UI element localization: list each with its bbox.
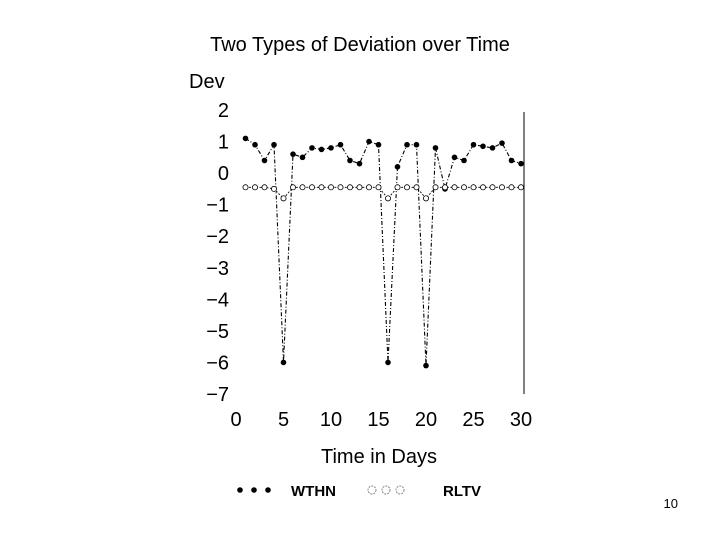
x-tick-label: 25 xyxy=(462,409,484,431)
series-layer xyxy=(242,135,525,369)
data-point-wthn xyxy=(280,359,287,366)
data-point-wthn xyxy=(461,157,467,164)
data-point-wthn xyxy=(299,154,306,161)
data-point-wthn xyxy=(309,145,315,151)
data-point-wthn xyxy=(261,157,268,164)
data-point-rltv xyxy=(518,184,525,191)
data-point-rltv xyxy=(308,184,315,191)
y-tick-label: −7 xyxy=(206,384,229,406)
data-point-wthn xyxy=(337,141,344,148)
data-point-wthn xyxy=(470,141,477,148)
x-tick-label: 5 xyxy=(278,409,289,431)
y-tick-label: 0 xyxy=(218,163,229,185)
y-tick-label: −6 xyxy=(206,352,229,374)
legend-label: WTHN xyxy=(291,483,336,500)
x-tick-labels: 0 5 10 15 20 25 30 xyxy=(230,409,532,431)
data-point-wthn xyxy=(356,160,363,167)
data-point-wthn xyxy=(252,141,258,148)
x-axis-label: Time in Days xyxy=(321,446,437,468)
legend: WTHN RLTV xyxy=(237,483,481,500)
data-point-wthn xyxy=(451,154,458,161)
data-point-rltv xyxy=(327,184,334,191)
data-point-rltv xyxy=(261,184,268,191)
y-tick-label: −2 xyxy=(206,226,229,248)
legend-marker xyxy=(381,485,391,495)
data-point-wthn xyxy=(271,141,277,148)
data-point-wthn xyxy=(499,140,505,146)
x-tick-label: 15 xyxy=(367,409,389,431)
x-tick-label: 20 xyxy=(415,409,437,431)
data-point-wthn xyxy=(489,145,496,151)
data-point-rltv xyxy=(432,184,439,191)
data-point-wthn xyxy=(518,160,524,167)
data-point-rltv xyxy=(394,184,401,191)
data-point-wthn xyxy=(432,145,439,151)
data-point-wthn xyxy=(480,143,486,150)
data-point-rltv xyxy=(356,184,363,191)
data-point-wthn xyxy=(318,146,325,153)
data-point-rltv xyxy=(337,184,344,191)
data-point-rltv xyxy=(508,184,515,191)
y-tick-label: 1 xyxy=(218,132,229,154)
data-point-rltv xyxy=(489,184,496,191)
data-point-rltv xyxy=(289,184,296,191)
data-point-rltv xyxy=(375,184,382,191)
data-point-rltv xyxy=(441,184,448,191)
series-line-rltv xyxy=(245,186,521,200)
data-point-wthn xyxy=(508,157,515,164)
legend-marker xyxy=(367,485,377,495)
y-tick-labels: 2 1 0 −1 −2 −3 −4 −5 −6 −7 xyxy=(206,100,229,406)
y-tick-label: −3 xyxy=(206,258,229,280)
data-point-rltv xyxy=(318,184,325,191)
x-tick-label: 0 xyxy=(230,409,241,431)
data-point-rltv xyxy=(460,184,467,191)
data-point-rltv xyxy=(498,184,505,191)
data-point-rltv xyxy=(451,184,458,191)
data-point-rltv xyxy=(270,185,277,192)
data-point-rltv xyxy=(280,195,287,202)
data-point-wthn xyxy=(242,135,249,142)
y-axis-label: Dev xyxy=(189,71,225,93)
y-tick-label: 2 xyxy=(218,100,229,122)
y-tick-label: −5 xyxy=(206,321,229,343)
legend-label: RLTV xyxy=(443,483,481,500)
data-point-wthn xyxy=(423,362,429,369)
data-point-rltv xyxy=(365,184,372,191)
data-point-rltv xyxy=(413,184,420,191)
y-tick-label: −4 xyxy=(206,289,229,311)
x-tick-label: 30 xyxy=(510,409,532,431)
data-point-wthn xyxy=(404,141,410,148)
data-point-rltv xyxy=(299,184,306,191)
y-tick-label: −1 xyxy=(206,195,229,217)
data-point-wthn xyxy=(385,359,391,366)
data-point-rltv xyxy=(422,195,429,202)
legend-marker xyxy=(237,487,243,493)
legend-marker xyxy=(265,487,271,493)
data-point-wthn xyxy=(394,164,401,170)
data-point-rltv xyxy=(346,184,353,191)
legend-marker xyxy=(251,487,257,493)
data-point-rltv xyxy=(251,184,258,191)
page-number: 10 xyxy=(663,496,678,511)
data-point-wthn xyxy=(366,138,372,145)
data-point-wthn xyxy=(375,141,382,148)
data-point-wthn xyxy=(328,145,334,151)
x-tick-label: 10 xyxy=(320,409,342,431)
legend-marker xyxy=(395,485,405,495)
data-point-rltv xyxy=(242,184,249,191)
data-point-rltv xyxy=(384,195,391,202)
data-point-wthn xyxy=(413,141,420,148)
data-point-rltv xyxy=(403,184,410,191)
series-line-wthn xyxy=(245,137,522,366)
data-point-rltv xyxy=(470,184,477,191)
data-point-wthn xyxy=(290,151,296,157)
data-point-rltv xyxy=(479,184,486,191)
chart-title: Two Types of Deviation over Time xyxy=(210,34,510,56)
data-point-wthn xyxy=(347,157,353,164)
